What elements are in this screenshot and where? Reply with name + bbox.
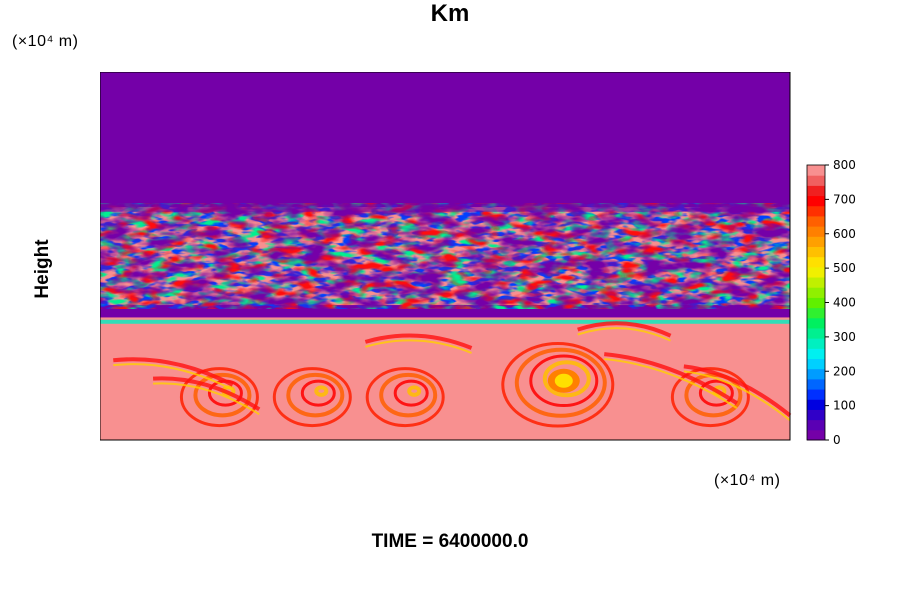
colorbar-swatch [807, 256, 825, 268]
colorbar-swatch [807, 429, 825, 441]
heatmap-plot: 4812162024283236404448 481216202428 0100… [100, 72, 856, 447]
colorbar-tick-label: 100 [833, 399, 856, 413]
eddy-ring [272, 367, 352, 428]
colorbar-swatch [807, 195, 825, 207]
colorbar: 0 100 200 300 400 500 600 700 800 [806, 158, 856, 447]
colorbar-tick-label: 800 [833, 158, 856, 172]
eddy-streak-inner [604, 358, 738, 409]
heatmap-field [100, 72, 792, 440]
colorbar-swatch [807, 389, 825, 400]
colorbar-tick-label: 300 [833, 330, 856, 344]
colorbar-swatch [807, 175, 825, 186]
colorbar-swatch [807, 215, 825, 227]
colorbar-swatch [807, 368, 825, 380]
eddy-streak [577, 321, 672, 338]
eddy-ring [501, 342, 615, 428]
colorbar-swatch [807, 246, 825, 258]
eddy-streak [683, 364, 792, 418]
colorbar-swatch [807, 236, 825, 247]
colorbar-swatch [807, 358, 825, 370]
eddy-streak [604, 352, 739, 405]
eddy-streak-inner [113, 363, 234, 391]
colorbar-swatch [807, 185, 825, 197]
colorbar-swatch [807, 399, 825, 410]
eddy-core-center [554, 373, 573, 388]
eddy-streak-inner [153, 382, 260, 416]
eddy-ring [365, 367, 445, 428]
lower-boundary-line [100, 319, 790, 324]
eddy-streak [364, 333, 473, 350]
colorbar-swatch [807, 378, 825, 390]
layer-3 [100, 72, 790, 207]
band-purple-texture [100, 203, 790, 309]
time-label: TIME = 6400000.0 [371, 531, 529, 552]
colorbar-swatch [807, 297, 825, 309]
eddy-ring [379, 372, 438, 418]
colorbar-tick-label: 200 [833, 364, 856, 378]
eddy-streak-inner [683, 370, 791, 422]
colorbar-swatch [807, 317, 825, 329]
eddy-streak-inner [577, 327, 671, 342]
colorbar-swatch [807, 266, 825, 278]
colorbar-swatch [807, 419, 825, 431]
colorbar-swatch [807, 348, 825, 360]
colorbar-swatch [807, 327, 825, 339]
colorbar-swatch [807, 165, 825, 176]
y-axis-units: (×10⁴ m) [12, 33, 79, 50]
colorbar-swatch [807, 307, 825, 319]
colorbar-swatch [807, 287, 825, 298]
eddy-ring [179, 367, 259, 428]
x-axis-units: (×10⁴ m) [714, 472, 781, 489]
band-top-fade [100, 203, 790, 212]
plot-border [100, 72, 791, 441]
eddy-streak [152, 376, 261, 412]
eddy-streak [113, 357, 234, 387]
eddy-ring [407, 385, 422, 397]
eddy-ring [314, 385, 329, 397]
eddy-ring [393, 379, 429, 407]
eddy-ring [684, 372, 743, 418]
eddy-ring [698, 379, 734, 407]
colorbar-tick-label: 700 [833, 192, 856, 206]
eddy-ring [542, 360, 591, 398]
chart-title: Km [430, 0, 470, 27]
eddy-ring [670, 367, 750, 428]
y-axis-label: Height [32, 239, 53, 299]
colorbar-tick-label: 500 [833, 261, 856, 275]
eddy-ring [286, 372, 345, 418]
colorbar-swatch [807, 409, 825, 421]
eddy-ring [514, 347, 607, 418]
eddy-ring [300, 379, 336, 407]
colorbar-swatch [807, 226, 825, 237]
colorbar-swatch [807, 205, 825, 217]
colorbar-tick-label: 0 [833, 433, 841, 447]
eddy-streak-inner [365, 339, 472, 354]
colorbar-swatch [807, 338, 825, 349]
colorbar-tick-label: 400 [833, 296, 856, 310]
colorbar-swatch [807, 277, 825, 288]
colorbar-tick-label: 600 [833, 227, 856, 241]
plot-frame [100, 72, 791, 441]
eddy-ring [193, 372, 252, 418]
eddy-ring [529, 354, 599, 408]
